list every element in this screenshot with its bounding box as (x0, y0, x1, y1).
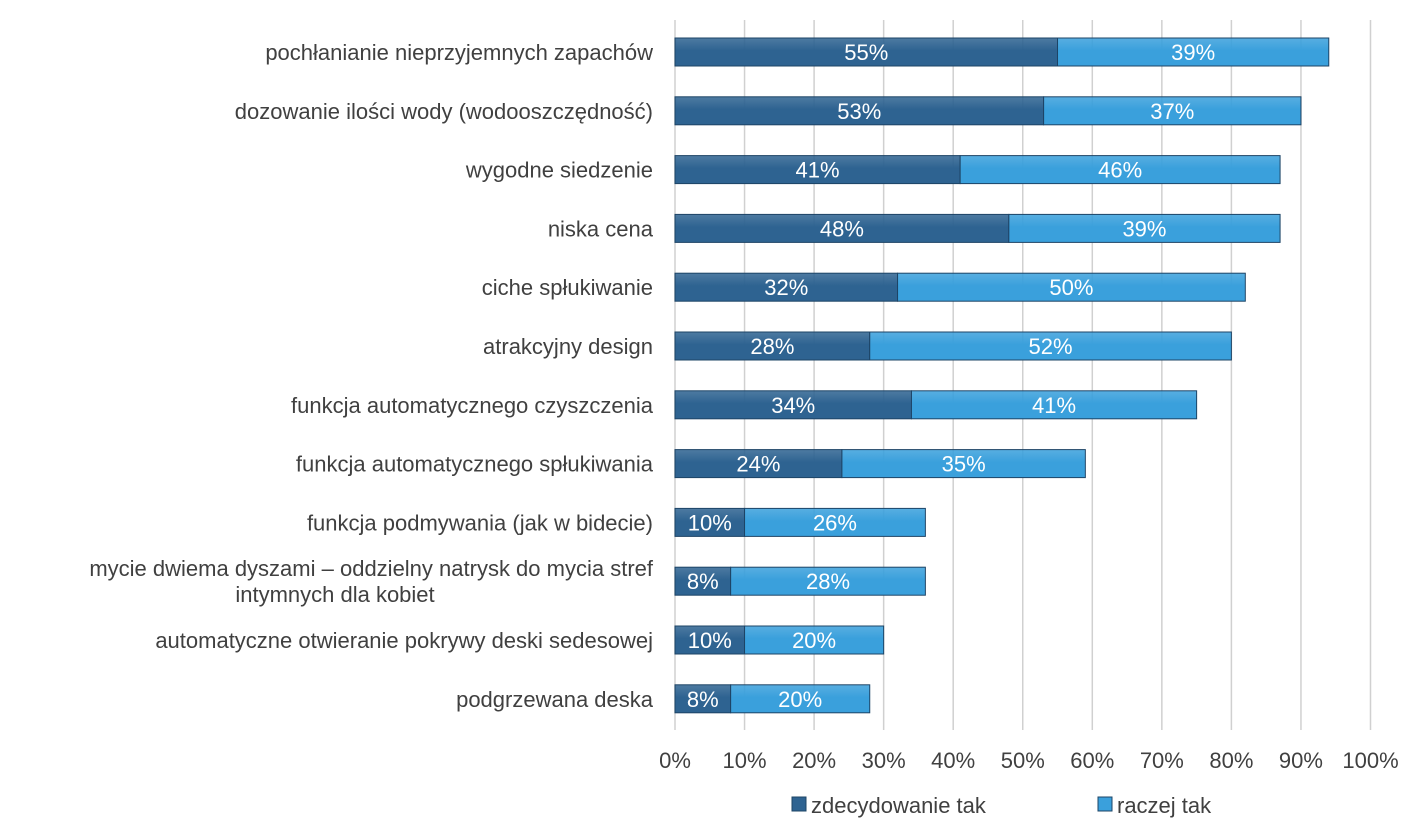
x-tick-label: 0% (659, 748, 691, 773)
bar-value-label: 39% (1122, 216, 1166, 241)
category-label: dozowanie ilości wody (wodooszczędność) (235, 99, 653, 124)
category-label: pochłanianie nieprzyjemnych zapachów (265, 40, 653, 65)
x-axis-tick-labels: 0% 10% 20% 30% 40% 50% 60% 70% 80% 90% 100% (659, 748, 1399, 773)
bar-raczej-tak (730, 566, 926, 596)
x-tick-label: 40% (931, 748, 975, 773)
bar-raczej-tak (910, 390, 1198, 420)
bar-raczej-tak (869, 331, 1232, 361)
bar-zdecydowanie-tak (674, 684, 732, 714)
bar-value-label: 8% (687, 687, 719, 712)
bar-zdecydowanie-tak (674, 566, 732, 596)
bar-value-label: 55% (844, 40, 888, 65)
bar-raczej-tak (841, 449, 1086, 479)
category-label: funkcja automatycznego czyszczenia (291, 393, 654, 418)
bar-value-label: 41% (1032, 393, 1076, 418)
bar-value-label: 52% (1029, 334, 1073, 359)
bar-value-label: 20% (778, 687, 822, 712)
bar-zdecydowanie-tak (674, 625, 746, 655)
bar-value-label: 41% (796, 158, 840, 183)
x-tick-label: 100% (1342, 748, 1398, 773)
x-tick-label: 20% (792, 748, 836, 773)
bar-value-label: 46% (1098, 158, 1142, 183)
x-tick-label: 50% (1001, 748, 1045, 773)
legend-swatch-raczej-tak (1097, 796, 1113, 812)
bar-value-label: 24% (736, 452, 780, 477)
x-tick-label: 90% (1279, 748, 1323, 773)
bar-value-label: 28% (806, 569, 850, 594)
bar-raczej-tak (1057, 37, 1330, 67)
gridlines (674, 20, 1372, 730)
legend-label-raczej-tak: raczej tak (1117, 793, 1212, 818)
bar-zdecydowanie-tak (674, 449, 843, 479)
category-label: atrakcyjny design (483, 334, 653, 359)
bar-zdecydowanie-tak (674, 155, 961, 185)
bar-raczej-tak (897, 272, 1246, 302)
bar-value-label: 35% (942, 452, 986, 477)
category-label: automatyczne otwieranie pokrywy deski se… (155, 628, 653, 653)
category-label: funkcja automatycznego spłukiwania (296, 452, 654, 477)
bar-zdecydowanie-tak (674, 507, 746, 537)
bar-value-label: 8% (687, 569, 719, 594)
bar-value-label: 39% (1171, 40, 1215, 65)
bar-value-label: 53% (837, 99, 881, 124)
bar-value-label: 48% (820, 216, 864, 241)
bar-zdecydowanie-tak (674, 390, 912, 420)
bar-value-label: 20% (792, 628, 836, 653)
x-tick-label: 30% (862, 748, 906, 773)
x-tick-label: 10% (723, 748, 767, 773)
category-label: intymnych dla kobiet (235, 582, 434, 607)
category-label: niska cena (548, 216, 654, 241)
bar-raczej-tak (1043, 96, 1302, 126)
bar-raczej-tak (744, 625, 885, 655)
bar-value-label: 10% (688, 510, 732, 535)
legend-swatch-zdecydowanie-tak (791, 796, 807, 812)
legend: zdecydowanie tak raczej tak (791, 793, 1212, 818)
bar-zdecydowanie-tak (674, 37, 1059, 67)
category-label: mycie dwiema dyszami – oddzielny natrysk… (89, 556, 654, 581)
bar-raczej-tak (744, 507, 926, 537)
bar-raczej-tak (959, 155, 1281, 185)
x-tick-label: 70% (1140, 748, 1184, 773)
category-label: ciche spłukiwanie (482, 275, 653, 300)
bar-value-label: 10% (688, 628, 732, 653)
category-label: podgrzewana deska (456, 687, 654, 712)
bar-value-label: 37% (1150, 99, 1194, 124)
category-label: funkcja podmywania (jak w bidecie) (307, 510, 653, 535)
bar-raczej-tak (730, 684, 871, 714)
bar-zdecydowanie-tak (674, 272, 899, 302)
bar-value-label: 32% (764, 275, 808, 300)
bar-value-label: 26% (813, 510, 857, 535)
bar-value-label: 50% (1049, 275, 1093, 300)
bar-value-label: 28% (750, 334, 794, 359)
x-tick-label: 80% (1209, 748, 1253, 773)
category-label: wygodne siedzenie (465, 158, 653, 183)
bars: 55% 39% 53% 37% 41% 46% 48% 39% 32% 50% 28% 52% 34% 4… (674, 37, 1330, 714)
bar-zdecydowanie-tak (674, 331, 871, 361)
category-labels: pochłanianie nieprzyjemnych zapachów dozo… (89, 40, 654, 712)
bar-value-label: 34% (771, 393, 815, 418)
bar-zdecydowanie-tak (674, 213, 1010, 243)
x-tick-label: 60% (1070, 748, 1114, 773)
bar-zdecydowanie-tak (674, 96, 1045, 126)
bar-raczej-tak (1008, 213, 1281, 243)
legend-label-zdecydowanie-tak: zdecydowanie tak (811, 793, 987, 818)
